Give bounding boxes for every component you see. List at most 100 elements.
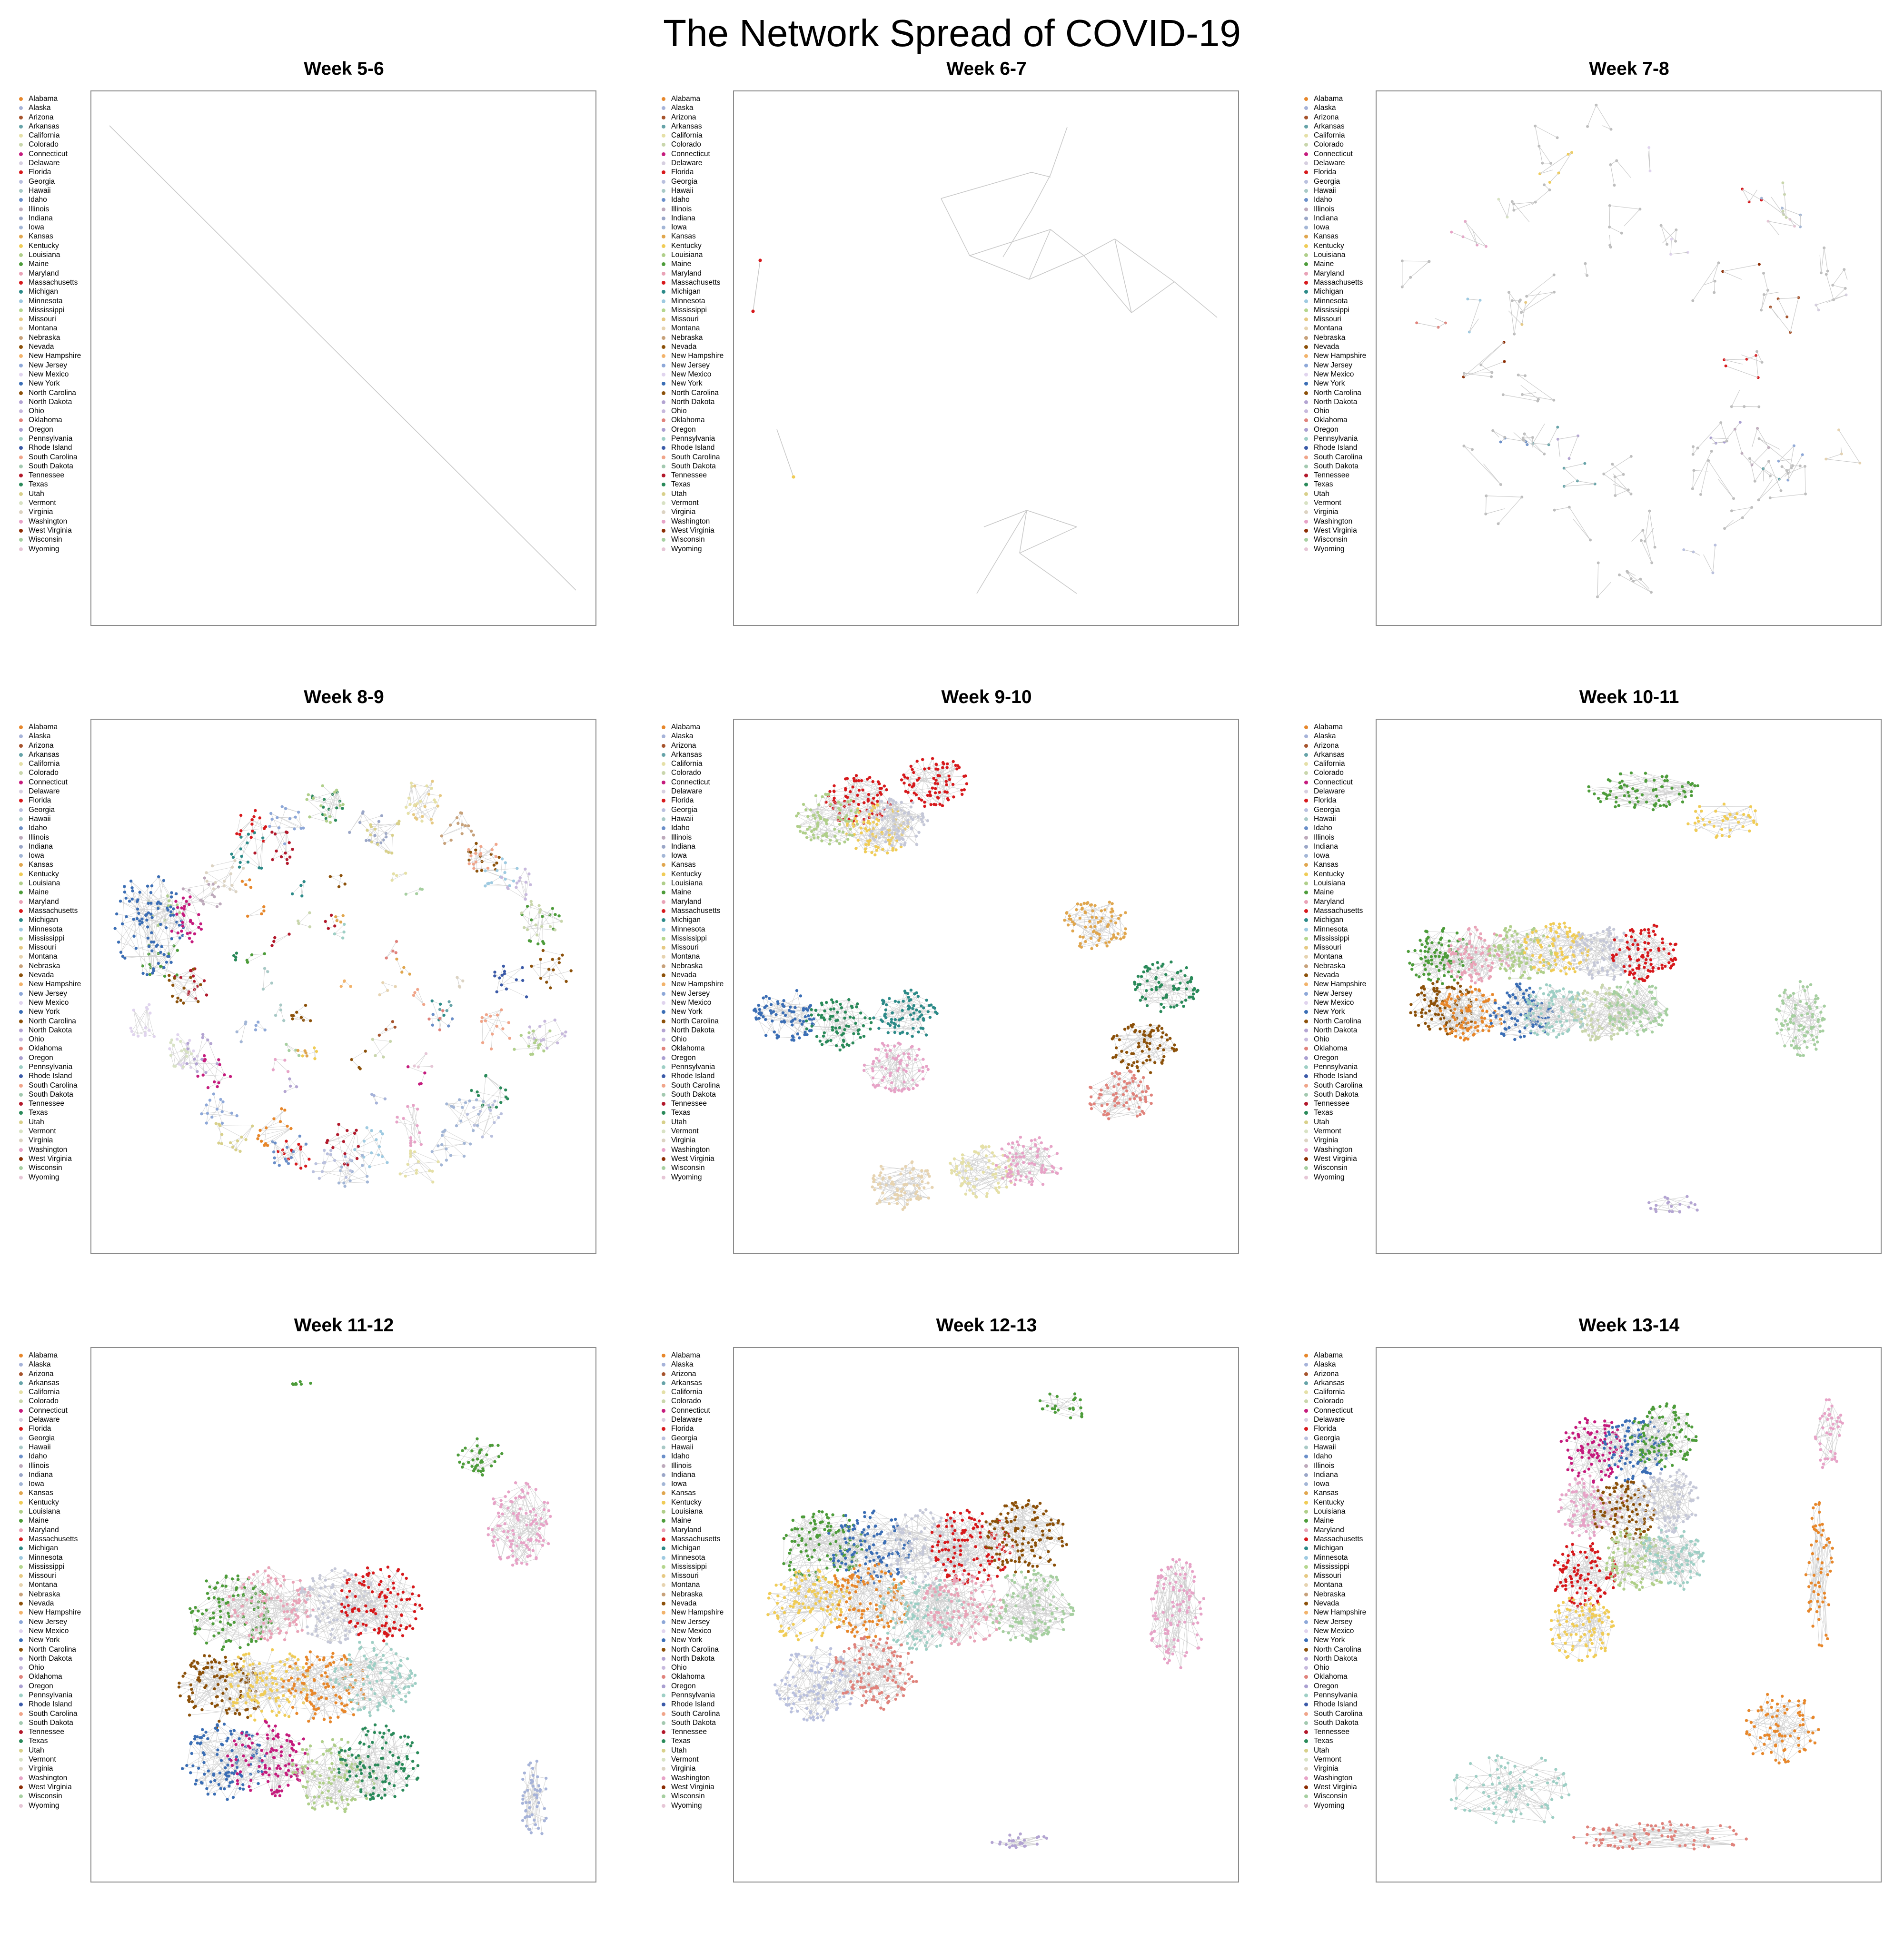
network-edge	[502, 985, 527, 997]
network-node	[326, 1152, 329, 1155]
network-node	[346, 1129, 348, 1132]
network-edge	[522, 915, 532, 920]
legend-color-dot	[1304, 400, 1308, 404]
network-node	[799, 1019, 802, 1022]
network-node	[350, 1058, 353, 1061]
network-node	[166, 894, 169, 897]
network-node	[1068, 914, 1071, 917]
network-node	[490, 1048, 493, 1050]
network-node	[216, 1062, 218, 1065]
legend-entry: Kansas	[662, 860, 733, 869]
network-node	[1568, 457, 1571, 460]
network-node	[263, 967, 266, 970]
network-node	[557, 914, 560, 917]
legend-label: Idaho	[29, 195, 47, 204]
legend-color-dot	[1304, 382, 1308, 386]
legend-label: Arkansas	[29, 122, 60, 131]
network-node	[395, 940, 398, 943]
network-node	[377, 820, 380, 823]
legend-entry: Ohio	[19, 406, 90, 416]
network-node	[292, 1150, 295, 1153]
legend-label: Delaware	[671, 787, 702, 796]
legend-color-dot	[19, 1065, 23, 1069]
legend-color-dot	[662, 1176, 665, 1179]
legend-color-dot	[662, 272, 665, 276]
network-node	[342, 931, 345, 933]
network-node	[902, 782, 905, 784]
network-edge	[274, 1110, 285, 1119]
network-node	[172, 907, 175, 910]
network-node	[808, 1029, 811, 1032]
legend-entry: Utah	[662, 489, 733, 498]
network-edge	[1713, 263, 1719, 282]
legend-label: Oklahoma	[29, 416, 62, 425]
network-node	[869, 839, 872, 842]
network-node	[336, 919, 338, 922]
network-node	[234, 956, 237, 959]
network-node	[855, 820, 858, 823]
network-node	[410, 782, 413, 784]
network-node	[434, 801, 437, 803]
legend-entry: South Carolina	[19, 1081, 90, 1090]
network-node	[192, 974, 195, 977]
network-node	[496, 869, 498, 872]
network-node	[548, 1030, 551, 1032]
network-node	[153, 1035, 156, 1038]
network-node	[912, 1079, 914, 1081]
network-edge	[1586, 264, 1587, 276]
legend-entry: Hawaii	[19, 186, 90, 195]
legend-color-dot	[19, 483, 23, 486]
network-edge	[798, 818, 815, 826]
network-node	[1145, 989, 1148, 992]
network-node	[863, 1016, 866, 1019]
network-node	[850, 809, 853, 812]
network-node	[375, 1138, 377, 1141]
legend-label: Arkansas	[671, 122, 702, 131]
network-node	[170, 1039, 173, 1041]
network-node	[207, 1086, 209, 1089]
network-node	[894, 801, 897, 804]
network-node	[864, 850, 867, 853]
legend-entry: California	[662, 131, 733, 140]
network-node	[314, 1162, 317, 1165]
network-node	[529, 1053, 532, 1056]
legend-label: Minnesota	[29, 297, 63, 306]
network-node	[907, 996, 910, 999]
legend-label: Iowa	[29, 851, 44, 860]
network-edge	[1533, 424, 1545, 443]
network-edge	[1609, 206, 1610, 227]
network-node	[816, 825, 819, 828]
network-node	[1799, 465, 1802, 467]
network-node	[275, 850, 278, 852]
network-node	[199, 922, 202, 925]
network-node	[917, 1048, 920, 1050]
network-node	[256, 1137, 259, 1140]
legend-label: Michigan	[671, 915, 701, 924]
network-node	[525, 893, 527, 896]
legend-label: North Carolina	[671, 388, 719, 397]
network-node	[1124, 927, 1127, 930]
network-node	[431, 822, 434, 824]
network-edge	[171, 1055, 174, 1066]
network-node	[827, 793, 830, 795]
network-node	[819, 817, 822, 820]
network-node	[1149, 967, 1151, 970]
legend-entry: Maryland	[662, 897, 733, 906]
network-node	[922, 1058, 924, 1060]
network-edge	[1535, 126, 1542, 163]
network-node	[504, 1089, 507, 1091]
network-node	[216, 1108, 218, 1110]
network-edge	[271, 813, 301, 829]
network-node	[272, 1150, 275, 1153]
network-node	[793, 1039, 795, 1041]
network-node	[280, 855, 283, 858]
network-node	[272, 1068, 275, 1071]
network-edge	[1615, 477, 1616, 495]
network-node	[349, 1169, 352, 1172]
network-node	[251, 830, 254, 832]
network-node	[822, 1035, 825, 1038]
network-node	[1110, 920, 1112, 922]
legend-color-dot	[662, 180, 665, 184]
network-node	[542, 1050, 545, 1052]
legend-color-dot	[19, 391, 23, 395]
